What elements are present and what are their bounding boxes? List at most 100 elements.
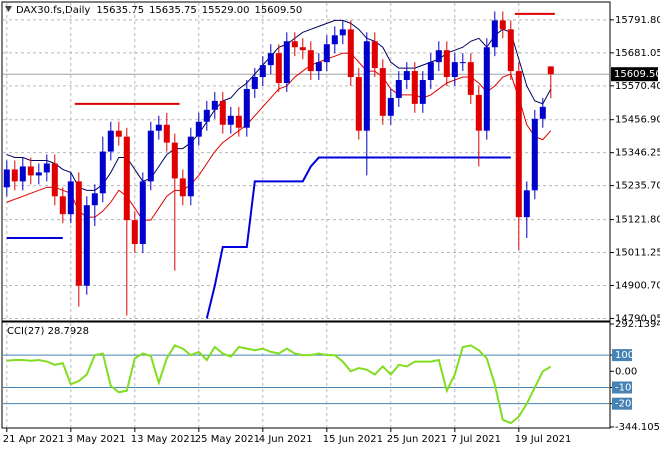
candle-body — [139, 181, 146, 244]
candle-body — [267, 53, 274, 66]
candle-body — [275, 53, 282, 83]
candle-body — [75, 181, 82, 286]
candle-body — [499, 20, 506, 30]
y-tick-label: 15346.25 — [615, 148, 660, 159]
candle-body — [547, 66, 554, 75]
candle-body — [283, 41, 290, 83]
candle-body — [379, 68, 386, 116]
level-label-box — [612, 381, 632, 394]
indicator-line — [205, 156, 511, 319]
candle-body — [43, 163, 50, 173]
cci-panel-frame — [1, 321, 611, 429]
y-tick-label: 15681.05 — [615, 48, 660, 59]
candle-body — [491, 20, 498, 48]
candle-body — [203, 109, 210, 122]
candle-body — [211, 100, 218, 110]
candle-body — [363, 41, 370, 131]
candle-body — [315, 62, 322, 72]
x-tick-label: 19 Jul 2021 — [515, 434, 572, 445]
candle-body — [99, 151, 106, 194]
header-low: 15529.00 — [202, 5, 250, 16]
candle-body — [435, 50, 442, 63]
candle-body — [179, 178, 186, 197]
candle-body — [355, 77, 362, 131]
candle-body — [419, 80, 426, 104]
candle-body — [451, 62, 458, 78]
y-tick-label: 15570.40 — [615, 81, 660, 92]
candle-body — [507, 29, 514, 72]
y-tick-label: 100 — [615, 350, 634, 361]
candle-body — [411, 71, 418, 104]
candle-body — [515, 71, 522, 218]
candle-body — [131, 220, 138, 244]
candle-body — [195, 121, 202, 137]
candle-body — [107, 130, 114, 152]
x-tick-label: 4 Jun 2021 — [259, 434, 313, 445]
x-tick-label: 13 May 2021 — [131, 434, 196, 445]
level-label-box — [612, 349, 632, 362]
last-price-label: 15609.50 — [614, 69, 660, 80]
candle-body — [323, 44, 330, 63]
candle-body — [59, 196, 66, 215]
candle-body — [147, 130, 154, 182]
candle-body — [123, 136, 130, 221]
candle-body — [11, 169, 18, 182]
x-tick-label: 3 May 2021 — [67, 434, 126, 445]
y-tick-label: 15235.70 — [615, 181, 660, 192]
header-high: 15635.75 — [149, 5, 197, 16]
x-tick-label: 25 May 2021 — [195, 434, 260, 445]
y-tick-label: 15456.90 — [615, 115, 660, 126]
chart-title: DAX30.fs,Daily — [16, 5, 90, 16]
candle-body — [259, 65, 266, 78]
candle-body — [51, 163, 58, 197]
candle-body — [243, 88, 250, 128]
x-tick-label: 15 Jun 2021 — [323, 434, 383, 445]
candle-body — [19, 166, 26, 182]
candle-body — [187, 136, 194, 197]
candle-body — [387, 97, 394, 116]
candle-body — [523, 190, 530, 218]
candle-body — [67, 181, 74, 215]
panel-icon — [5, 6, 12, 12]
candle-body — [83, 205, 90, 286]
y-tick-label: -344.105 — [615, 422, 660, 433]
level-label-box — [612, 397, 632, 410]
y-tick-label: 14790.05 — [615, 313, 660, 324]
candle-body — [171, 142, 178, 179]
candle-body — [251, 77, 258, 89]
candle-body — [395, 80, 402, 98]
candle-body — [459, 62, 466, 64]
main-panel-frame — [1, 1, 611, 322]
candle-body — [163, 124, 170, 143]
x-tick-label: 7 Jul 2021 — [451, 434, 501, 445]
header-open: 15635.75 — [96, 5, 144, 16]
candle-body — [115, 130, 122, 137]
candle-body — [3, 169, 10, 188]
candle-body — [483, 47, 490, 131]
chart-header: DAX30.fs,Daily 15635.75 15635.75 15529.00 15… — [16, 5, 302, 16]
y-tick-label: -200 — [615, 399, 638, 410]
candle-body — [27, 166, 34, 176]
header-close: 15609.50 — [255, 5, 303, 16]
candle-body — [235, 115, 242, 128]
x-tick-label: 21 Apr 2021 — [3, 434, 65, 445]
candle-body — [443, 50, 450, 78]
candle-body — [467, 62, 474, 95]
candle-body — [427, 62, 434, 81]
y-tick-label: 15011.25 — [615, 248, 660, 259]
candle-body — [91, 193, 98, 206]
x-tick-label: 25 Jun 2021 — [387, 434, 447, 445]
last-price-box — [611, 67, 658, 82]
candle-body — [531, 118, 538, 191]
candle-body — [403, 71, 410, 81]
y-tick-label: 292.1394 — [615, 319, 660, 330]
y-tick-label: 15791.80 — [615, 15, 660, 26]
candle-body — [371, 41, 378, 69]
y-tick-label: 0.00 — [615, 366, 637, 377]
candle-body — [539, 106, 546, 119]
candle-body — [307, 50, 314, 72]
candle-body — [347, 29, 354, 78]
candle-body — [299, 47, 306, 51]
candle-body — [155, 124, 162, 131]
